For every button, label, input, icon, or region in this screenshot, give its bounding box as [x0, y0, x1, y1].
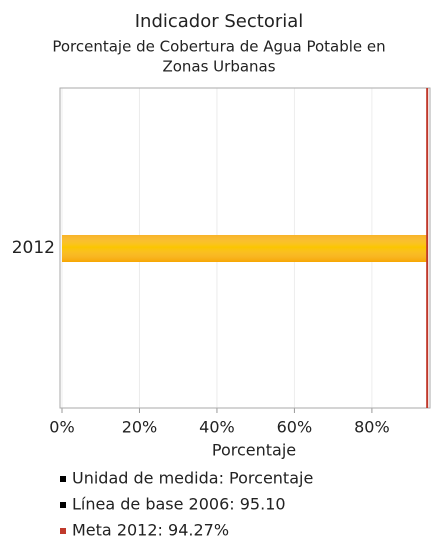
legend-label: Unidad de medida: Porcentaje [72, 469, 313, 488]
legend-label: Meta 2012: 94.27% [72, 521, 229, 540]
legend-marker [60, 528, 66, 534]
x-tick-label: 20% [122, 418, 158, 437]
bar-shine [62, 235, 428, 262]
legend-label: Línea de base 2006: 95.10 [72, 495, 286, 514]
x-tick-label: 0% [49, 418, 74, 437]
x-tick-label: 40% [199, 418, 235, 437]
y-tick-label: 2012 [12, 238, 55, 258]
x-axis-title: Porcentaje [212, 441, 296, 460]
legend-marker [60, 476, 66, 482]
x-tick-label: 60% [277, 418, 313, 437]
chart-subtitle: Zonas Urbanas [162, 58, 275, 76]
chart-title: Indicador Sectorial [135, 11, 304, 32]
legend-marker [60, 502, 66, 508]
chart-subtitle: Porcentaje de Cobertura de Agua Potable … [52, 38, 385, 56]
x-tick-label: 80% [354, 418, 390, 437]
plot-frame [59, 87, 431, 409]
